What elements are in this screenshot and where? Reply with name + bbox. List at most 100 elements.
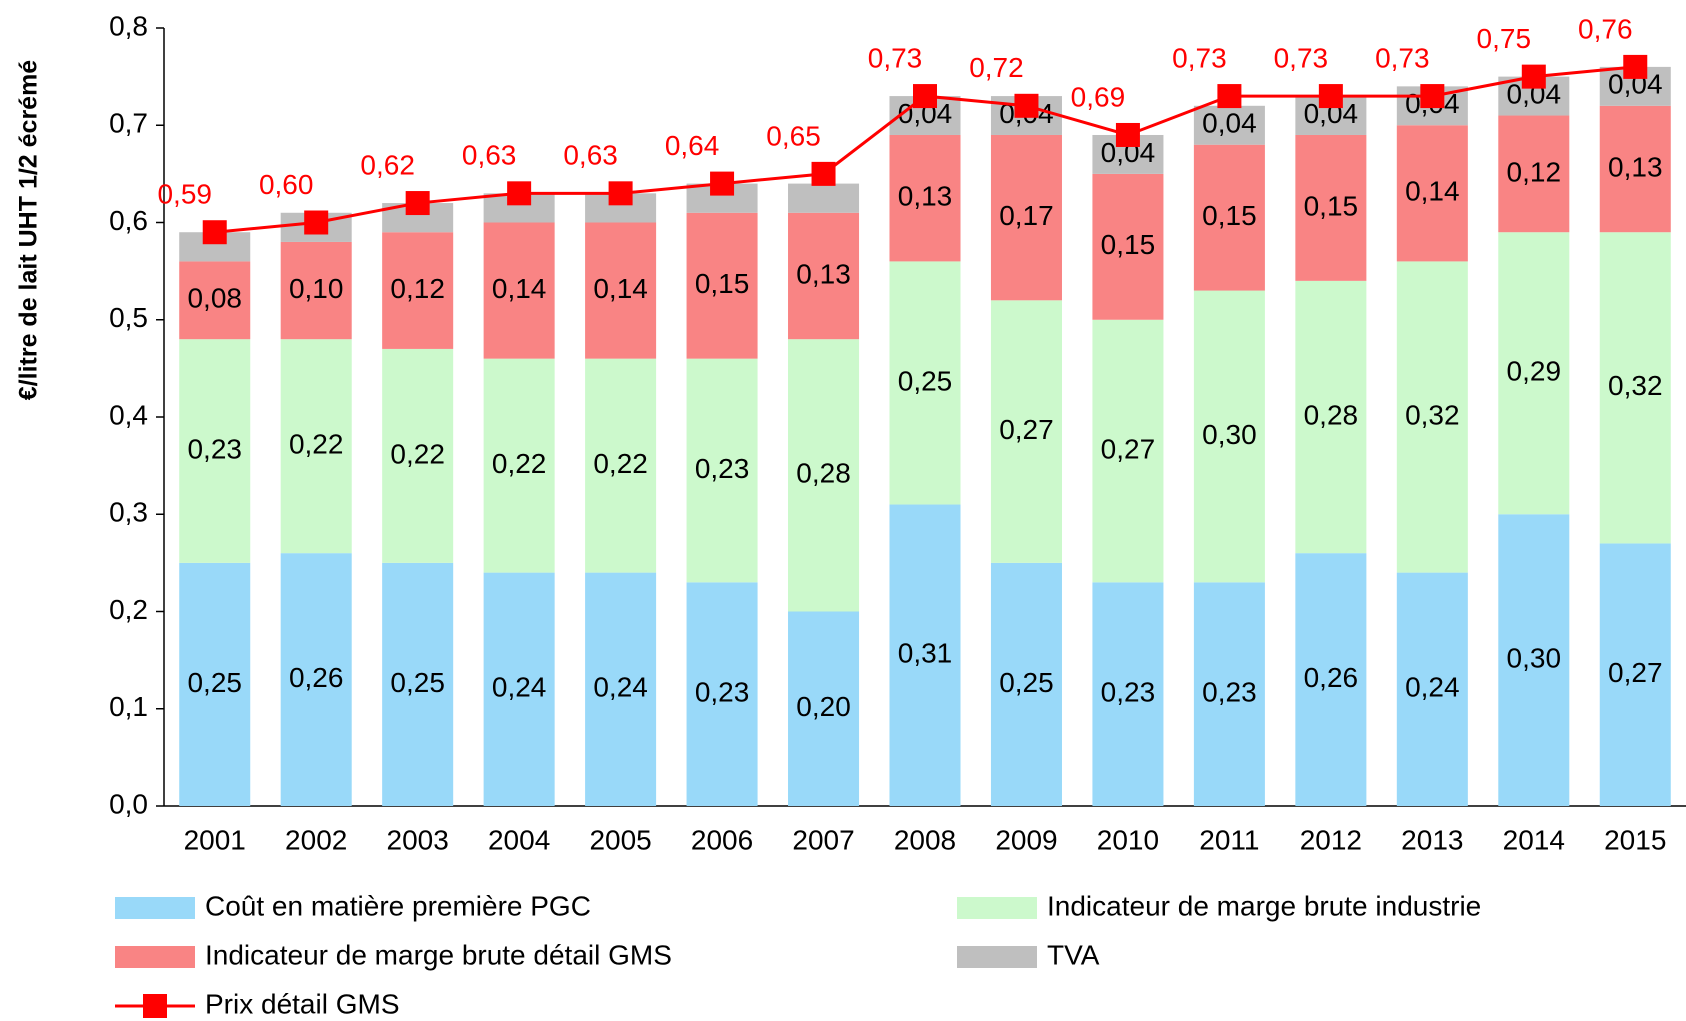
y-tick-label: 0,6 <box>109 205 148 236</box>
data-label: 0,22 <box>593 448 648 479</box>
bar-segment <box>179 562 251 806</box>
data-label: 0,24 <box>492 672 547 703</box>
data-label: 0,20 <box>796 691 851 722</box>
line-marker <box>1420 84 1445 109</box>
bar-segment <box>1295 553 1367 806</box>
data-label: 0,27 <box>999 414 1054 445</box>
bar-segment <box>382 348 454 563</box>
x-tick-label: 2007 <box>792 824 854 855</box>
y-tick-label: 0,0 <box>109 788 148 819</box>
line-label: 0,75 <box>1477 23 1532 54</box>
x-tick-label: 2005 <box>589 824 651 855</box>
bar-segment <box>1193 105 1265 145</box>
data-label: 0,23 <box>187 433 242 464</box>
data-label: 0,13 <box>898 181 953 212</box>
data-label: 0,30 <box>1202 419 1257 450</box>
line-marker <box>608 181 633 206</box>
y-tick-label: 0,3 <box>109 497 148 528</box>
line-label: 0,69 <box>1071 81 1126 112</box>
bar-segment <box>1599 543 1671 806</box>
line-label: 0,73 <box>868 42 923 73</box>
bar-segment <box>1193 582 1265 806</box>
line-marker <box>1623 54 1648 79</box>
data-label: 0,14 <box>593 273 648 304</box>
y-tick-label: 0,5 <box>109 302 148 333</box>
line-label: 0,60 <box>259 169 314 200</box>
bar-segment <box>1092 319 1164 583</box>
line-label: 0,63 <box>563 140 618 171</box>
x-tick-label: 2010 <box>1097 824 1159 855</box>
data-label: 0,14 <box>492 273 547 304</box>
data-label: 0,15 <box>1101 229 1156 260</box>
bar-segment <box>1599 105 1671 233</box>
data-label: 0,15 <box>695 268 750 299</box>
y-tick-label: 0,7 <box>109 108 148 139</box>
line-marker <box>710 171 735 196</box>
data-label: 0,32 <box>1405 399 1460 430</box>
data-label: 0,25 <box>898 365 953 396</box>
line-marker <box>202 220 227 245</box>
data-label: 0,27 <box>1608 657 1663 688</box>
y-tick-label: 0,2 <box>109 594 148 625</box>
data-label: 0,26 <box>1304 662 1359 693</box>
data-label: 0,14 <box>1405 176 1460 207</box>
line-label: 0,64 <box>665 130 720 161</box>
legend-label: Indicateur de marge brute industrie <box>1047 890 1481 921</box>
data-label: 0,15 <box>1304 190 1359 221</box>
data-label: 0,25 <box>999 667 1054 698</box>
data-label: 0,04 <box>1202 108 1257 139</box>
bar-segment <box>686 358 758 583</box>
x-tick-label: 2002 <box>285 824 347 855</box>
data-label: 0,25 <box>187 667 242 698</box>
data-label: 0,31 <box>898 638 953 669</box>
line-marker <box>507 181 532 206</box>
bar-segment <box>788 611 860 806</box>
bar-segment <box>483 222 555 359</box>
x-tick-label: 2014 <box>1503 824 1565 855</box>
bar-segment <box>280 241 352 340</box>
x-tick-label: 2011 <box>1199 824 1259 855</box>
bar-segment <box>990 562 1062 806</box>
data-label: 0,24 <box>593 672 648 703</box>
line-marker <box>1217 84 1242 109</box>
data-label: 0,08 <box>187 283 242 314</box>
legend-label: Prix détail GMS <box>205 988 400 1019</box>
y-tick-label: 0,8 <box>109 10 148 41</box>
line-marker <box>1014 93 1039 118</box>
x-tick-label: 2004 <box>488 824 550 855</box>
legend-swatch <box>115 946 195 968</box>
legend-label: Coût en matière première PGC <box>205 890 591 921</box>
bar-segment <box>280 339 352 554</box>
bar-segment <box>585 222 657 359</box>
data-label: 0,30 <box>1507 643 1562 674</box>
data-label: 0,29 <box>1507 356 1562 387</box>
bar-segment <box>382 232 454 349</box>
bar-segment <box>1498 232 1570 515</box>
line-marker <box>405 191 430 216</box>
data-label: 0,22 <box>492 448 547 479</box>
bar-segment <box>179 261 251 340</box>
x-tick-label: 2012 <box>1300 824 1362 855</box>
line-marker <box>1318 84 1343 109</box>
line-label: 0,76 <box>1578 13 1633 44</box>
bar-segment <box>1498 115 1570 233</box>
data-label: 0,12 <box>1507 156 1562 187</box>
bar-segment <box>889 261 961 505</box>
bar-segment <box>1092 173 1164 320</box>
data-label: 0,32 <box>1608 370 1663 401</box>
bar-segment <box>1498 514 1570 806</box>
bar-segment <box>1599 232 1671 544</box>
line-marker <box>1115 122 1140 147</box>
x-tick-label: 2015 <box>1604 824 1666 855</box>
bar-segment <box>1396 261 1468 573</box>
bar-segment <box>1396 572 1468 806</box>
bar-segment <box>1193 144 1265 291</box>
legend-swatch <box>115 897 195 919</box>
bar-segment <box>1295 280 1367 554</box>
data-label: 0,13 <box>796 258 851 289</box>
bar-segment <box>179 339 251 563</box>
data-label: 0,13 <box>1608 151 1663 182</box>
bar-segment <box>889 504 961 806</box>
